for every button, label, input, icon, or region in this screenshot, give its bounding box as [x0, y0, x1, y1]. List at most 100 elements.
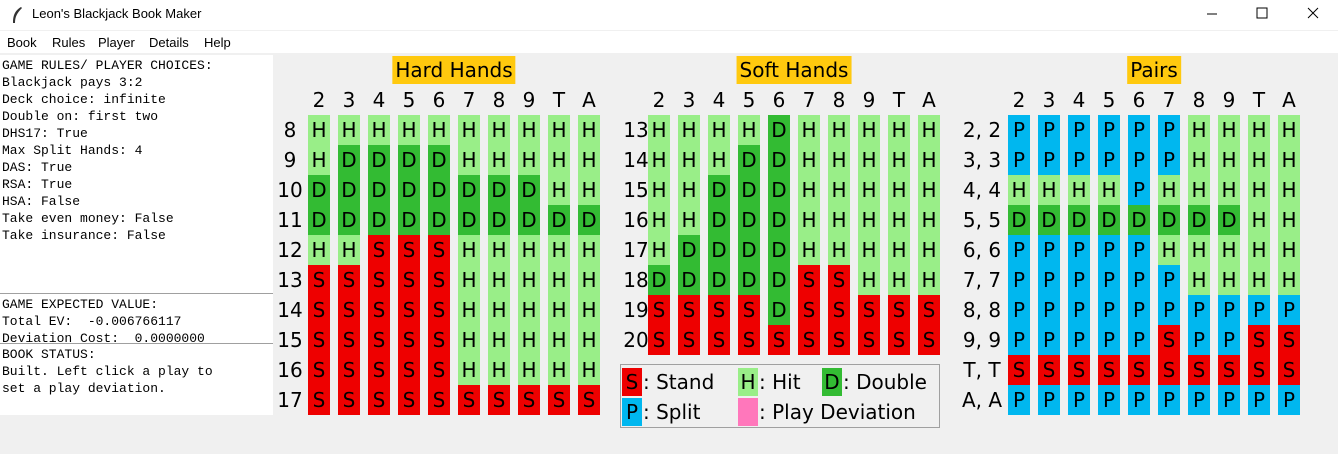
play-cell[interactable]: H: [548, 325, 570, 355]
play-cell[interactable]: S: [1068, 355, 1090, 385]
play-cell[interactable]: P: [1008, 295, 1030, 325]
play-cell[interactable]: H: [1248, 205, 1270, 235]
play-cell[interactable]: P: [1008, 145, 1030, 175]
play-cell[interactable]: H: [488, 295, 510, 325]
play-cell[interactable]: H: [338, 115, 360, 145]
play-cell[interactable]: H: [458, 145, 480, 175]
play-cell[interactable]: P: [1158, 145, 1180, 175]
play-cell[interactable]: S: [1158, 325, 1180, 355]
play-cell[interactable]: H: [548, 235, 570, 265]
play-cell[interactable]: D: [578, 205, 600, 235]
menu-item[interactable]: Book: [7, 35, 37, 50]
play-cell[interactable]: H: [488, 325, 510, 355]
play-cell[interactable]: P: [1008, 385, 1030, 415]
play-cell[interactable]: H: [548, 355, 570, 385]
play-cell[interactable]: H: [518, 115, 540, 145]
play-cell[interactable]: H: [548, 175, 570, 205]
play-cell[interactable]: H: [888, 235, 910, 265]
play-cell[interactable]: D: [708, 265, 730, 295]
play-cell[interactable]: H: [578, 325, 600, 355]
play-cell[interactable]: H: [738, 115, 760, 145]
play-cell[interactable]: P: [1218, 385, 1240, 415]
play-cell[interactable]: D: [768, 175, 790, 205]
play-cell[interactable]: S: [368, 265, 390, 295]
play-cell[interactable]: H: [1248, 145, 1270, 175]
play-cell[interactable]: P: [1038, 325, 1060, 355]
play-cell[interactable]: H: [1158, 175, 1180, 205]
play-cell[interactable]: H: [518, 325, 540, 355]
play-cell[interactable]: H: [1218, 265, 1240, 295]
play-cell[interactable]: D: [428, 205, 450, 235]
play-cell[interactable]: H: [708, 115, 730, 145]
play-cell[interactable]: H: [858, 235, 880, 265]
play-cell[interactable]: H: [648, 115, 670, 145]
play-cell[interactable]: H: [518, 265, 540, 295]
play-cell[interactable]: H: [578, 175, 600, 205]
play-cell[interactable]: S: [888, 325, 910, 355]
play-cell[interactable]: H: [1068, 175, 1090, 205]
play-cell[interactable]: S: [1278, 355, 1300, 385]
play-cell[interactable]: S: [708, 295, 730, 325]
play-cell[interactable]: D: [488, 205, 510, 235]
play-cell[interactable]: H: [678, 205, 700, 235]
play-cell[interactable]: H: [858, 115, 880, 145]
play-cell[interactable]: H: [918, 175, 940, 205]
play-cell[interactable]: H: [888, 205, 910, 235]
play-cell[interactable]: S: [738, 325, 760, 355]
play-cell[interactable]: P: [1128, 115, 1150, 145]
play-cell[interactable]: H: [858, 175, 880, 205]
play-cell[interactable]: H: [488, 115, 510, 145]
play-cell[interactable]: H: [1188, 265, 1210, 295]
play-cell[interactable]: D: [648, 265, 670, 295]
play-cell[interactable]: P: [1188, 325, 1210, 355]
play-cell[interactable]: P: [1008, 325, 1030, 355]
play-cell[interactable]: S: [858, 295, 880, 325]
play-cell[interactable]: P: [1098, 235, 1120, 265]
play-cell[interactable]: S: [398, 385, 420, 415]
play-cell[interactable]: H: [458, 325, 480, 355]
play-cell[interactable]: H: [858, 265, 880, 295]
play-cell[interactable]: S: [828, 295, 850, 325]
play-cell[interactable]: P: [1068, 325, 1090, 355]
play-cell[interactable]: S: [428, 355, 450, 385]
play-cell[interactable]: P: [1128, 175, 1150, 205]
play-cell[interactable]: H: [488, 235, 510, 265]
play-cell[interactable]: H: [1278, 205, 1300, 235]
play-cell[interactable]: H: [548, 115, 570, 145]
play-cell[interactable]: S: [338, 265, 360, 295]
play-cell[interactable]: H: [578, 115, 600, 145]
play-cell[interactable]: H: [578, 295, 600, 325]
play-cell[interactable]: S: [648, 325, 670, 355]
play-cell[interactable]: P: [1068, 145, 1090, 175]
menu-item[interactable]: Rules: [52, 35, 86, 50]
play-cell[interactable]: S: [308, 355, 330, 385]
play-cell[interactable]: H: [578, 355, 600, 385]
play-cell[interactable]: S: [428, 265, 450, 295]
play-cell[interactable]: D: [768, 235, 790, 265]
play-cell[interactable]: H: [918, 145, 940, 175]
play-cell[interactable]: P: [1128, 145, 1150, 175]
play-cell[interactable]: P: [1188, 385, 1210, 415]
play-cell[interactable]: D: [338, 205, 360, 235]
play-cell[interactable]: P: [1038, 295, 1060, 325]
play-cell[interactable]: D: [738, 175, 760, 205]
play-cell[interactable]: H: [858, 205, 880, 235]
play-cell[interactable]: D: [1038, 205, 1060, 235]
play-cell[interactable]: H: [1218, 235, 1240, 265]
play-cell[interactable]: P: [1128, 385, 1150, 415]
play-cell[interactable]: D: [738, 265, 760, 295]
play-cell[interactable]: H: [578, 235, 600, 265]
play-cell[interactable]: S: [828, 325, 850, 355]
menu-item[interactable]: Details: [149, 35, 189, 50]
play-cell[interactable]: S: [578, 385, 600, 415]
play-cell[interactable]: S: [1038, 355, 1060, 385]
play-cell[interactable]: D: [738, 235, 760, 265]
play-cell[interactable]: S: [518, 385, 540, 415]
play-cell[interactable]: P: [1098, 385, 1120, 415]
play-cell[interactable]: H: [1188, 175, 1210, 205]
play-cell[interactable]: H: [308, 115, 330, 145]
play-cell[interactable]: S: [798, 295, 820, 325]
play-cell[interactable]: P: [1128, 235, 1150, 265]
play-cell[interactable]: S: [308, 385, 330, 415]
play-cell[interactable]: D: [398, 145, 420, 175]
